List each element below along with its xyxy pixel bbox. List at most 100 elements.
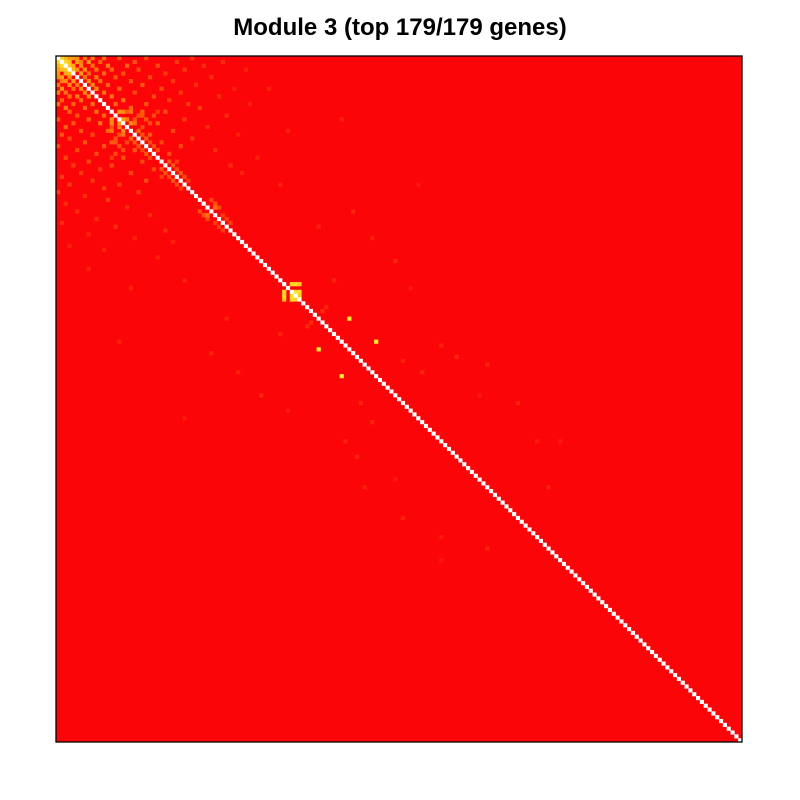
heatmap-cell — [132, 90, 137, 95]
diagonal-cell — [665, 665, 670, 670]
diagonal-cell — [504, 504, 509, 509]
diagonal-cell — [320, 320, 325, 325]
heatmap-cell — [78, 86, 84, 91]
heatmap-cell — [190, 136, 195, 141]
diagonal-cell — [209, 209, 214, 214]
heatmap-cell — [113, 75, 118, 80]
heatmap-cell — [59, 132, 65, 137]
heatmap-cell — [358, 400, 363, 406]
diagonal-cell — [59, 59, 64, 64]
diagonal-cell — [228, 228, 233, 233]
diagonal-cell — [412, 412, 417, 417]
heatmap-cell — [71, 78, 76, 84]
heatmap-cell — [75, 147, 80, 153]
diagonal-cell — [316, 316, 321, 321]
heatmap-cell — [105, 63, 110, 68]
heatmap-cell — [117, 109, 122, 114]
heatmap-cell — [67, 243, 72, 248]
diagonal-cell — [366, 366, 371, 371]
diagonal-cell — [98, 98, 103, 103]
heatmap-cell — [117, 121, 122, 126]
heatmap-cell — [228, 163, 233, 168]
heatmap-cell — [94, 67, 99, 72]
diagonal-cell — [696, 696, 701, 701]
heatmap-cell — [94, 109, 99, 114]
heatmap-cell — [174, 167, 179, 172]
heatmap-diagonal — [56, 56, 743, 743]
diagonal-cell — [561, 561, 567, 567]
diagonal-cell — [381, 381, 386, 386]
heatmap-cell — [362, 485, 367, 490]
diagonal-cell — [699, 699, 704, 704]
heatmap-cell — [71, 67, 76, 72]
heatmap-cell — [151, 144, 156, 149]
heatmap-cell — [109, 94, 114, 99]
heatmap-cell — [224, 316, 229, 321]
diagonal-cell — [466, 466, 471, 471]
heatmap-cell — [151, 113, 156, 118]
diagonal-cell — [182, 182, 187, 187]
heatmap-cell — [174, 182, 179, 187]
diagonal-cell — [351, 351, 356, 356]
heatmap-cell — [75, 209, 80, 214]
heatmap-cell — [147, 75, 153, 80]
diagonal-cell — [481, 481, 486, 486]
diagonal-cell — [140, 140, 145, 145]
diagonal-cell — [692, 692, 697, 697]
heatmap-cell — [90, 56, 95, 61]
heatmap-cell — [209, 351, 214, 356]
heatmap-cell — [170, 239, 176, 245]
heatmap-cell — [101, 90, 107, 95]
heatmap-cell — [347, 316, 352, 321]
heatmap-cell — [124, 109, 130, 114]
diagonal-cell — [78, 78, 84, 84]
diagonal-cell — [573, 573, 578, 578]
diagonal-cell — [270, 270, 275, 275]
diagonal-cell — [535, 535, 540, 540]
heatmap-cell — [128, 170, 133, 176]
heatmap-cell — [147, 121, 153, 126]
diagonal-cell — [117, 117, 122, 122]
heatmap-cell — [59, 98, 65, 103]
heatmap-cell — [132, 117, 137, 122]
heatmap-cell — [209, 197, 214, 202]
heatmap-cell — [67, 56, 72, 61]
heatmap-cell — [117, 86, 122, 91]
heatmap-cell — [213, 205, 218, 210]
heatmap-cell — [170, 178, 176, 183]
heatmap-cell — [113, 101, 118, 107]
heatmap-cell — [63, 201, 68, 206]
chart-title: Module 3 (top 179/179 genes) — [233, 14, 567, 41]
diagonal-cell — [282, 282, 287, 287]
heatmap-cell — [109, 67, 114, 72]
diagonal-cell — [565, 565, 570, 570]
diagonal-cell — [492, 492, 498, 498]
heatmap-cell — [477, 393, 482, 398]
heatmap-cell — [293, 282, 298, 287]
diagonal-cell — [305, 305, 310, 310]
diagonal-cell — [604, 604, 609, 609]
diagonal-cell — [220, 220, 225, 225]
heatmap-cell — [56, 67, 61, 72]
heatmap-cell — [105, 128, 110, 133]
diagonal-cell — [136, 136, 141, 141]
diagonal-cell — [611, 611, 616, 616]
heatmap-cell — [63, 155, 68, 160]
heatmap-cell — [86, 94, 91, 99]
heatmap-cell — [216, 224, 222, 229]
diagonal-cell — [439, 439, 444, 444]
diagonal-cell — [619, 619, 624, 624]
heatmap-cell — [151, 94, 156, 99]
heatmap-cell — [63, 67, 68, 72]
heatmap-cell — [86, 117, 91, 122]
diagonal-cell — [389, 389, 394, 394]
diagonal-cell — [266, 266, 271, 271]
diagonal-cell — [435, 435, 440, 440]
heatmap-cell — [101, 71, 107, 76]
diagonal-cell — [243, 243, 248, 248]
diagonal-cell — [362, 362, 367, 367]
heatmap-cell — [86, 159, 91, 164]
heatmap-cell — [101, 247, 107, 252]
diagonal-cell — [67, 67, 72, 72]
